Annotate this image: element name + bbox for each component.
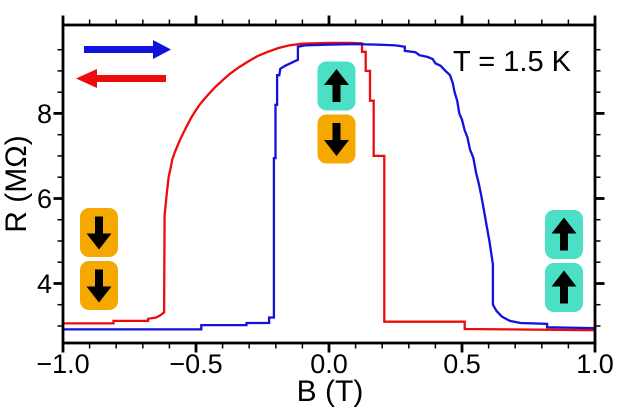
arrow-head [86,286,112,303]
spin-up-icon [545,210,583,259]
arrow-head [551,217,577,234]
data-curves [63,41,596,332]
x-tick-label: 0.5 [443,349,481,379]
curve-sweep-down [63,41,596,332]
x-tick-label: 0.0 [310,349,348,379]
x-axis-label: B (T) [297,375,364,408]
y-tick-label: 4 [37,269,52,299]
arrow-stem [95,216,103,235]
arrow-stem [560,285,568,304]
curve-sweep-up [63,42,596,331]
spin-down-icon [317,114,356,164]
arrow-stem [560,232,568,251]
temperature-annotation: T = 1.5 K [453,46,572,78]
arrow-stem [332,84,341,102]
spin-up-icon [545,263,583,312]
spin-up-icon [317,61,356,111]
spin-down-icon [80,208,118,257]
y-tick-label: 8 [37,99,52,129]
arrow-head [551,270,577,287]
x-tick-label: −1.0 [36,349,89,379]
x-tick-label: −0.5 [169,349,222,379]
y-axis-label: R (MΩ) [0,135,33,232]
arrow-stem [332,123,341,141]
y-tick-label: 6 [37,184,52,214]
arrow-head [324,140,349,156]
arrow-head [86,233,112,250]
arrow-stem [95,269,103,288]
x-tick-label: 1.0 [576,349,614,379]
plot-frame [61,23,597,345]
spin-down-icon [80,261,118,310]
arrow-head [324,69,349,85]
sweep-right-arrow-icon [84,40,171,59]
spin-state-markers [80,61,583,312]
sweep-left-arrow-icon [76,69,166,88]
